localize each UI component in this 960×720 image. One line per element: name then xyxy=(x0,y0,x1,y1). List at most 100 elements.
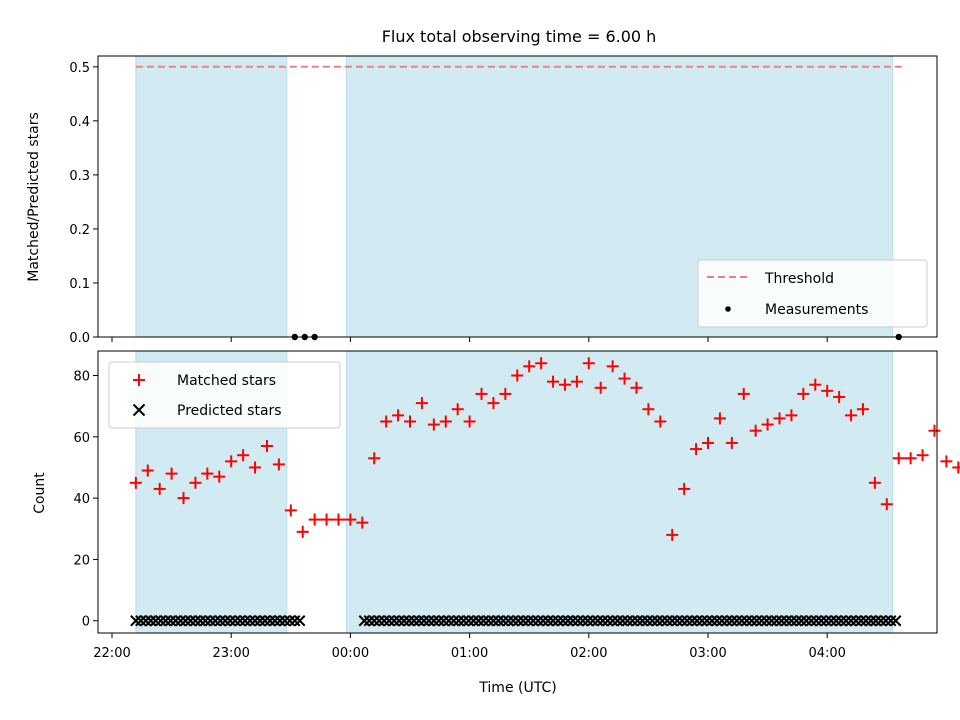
predicted-star-marker xyxy=(140,615,152,627)
predicted-star-marker xyxy=(517,615,529,627)
matched-star-marker xyxy=(427,418,440,431)
predicted-star-marker xyxy=(691,615,703,627)
matched-star-marker xyxy=(904,452,917,465)
matched-star-marker xyxy=(332,513,345,526)
predicted-star-marker xyxy=(631,615,644,627)
predicted-star-marker xyxy=(711,615,723,627)
matched-star-marker xyxy=(320,513,333,526)
legend-bottom: Matched stars Predicted stars xyxy=(108,361,341,429)
predicted-star-marker xyxy=(790,615,803,627)
shaded-span-bottom xyxy=(345,350,894,634)
predicted-star-marker xyxy=(388,615,400,627)
top-panel: 0.0 0.1 0.2 0.3 0.4 0.5 Threshold Measurements xyxy=(69,55,938,346)
predicted-star-marker xyxy=(701,615,713,627)
predicted-star-marker xyxy=(254,615,266,627)
predicted-star-marker xyxy=(368,615,380,627)
y-tick-label-bottom: 60 xyxy=(73,431,90,446)
predicted-star-marker xyxy=(214,615,226,627)
matched-star-marker xyxy=(225,455,238,468)
predicted-star-marker xyxy=(666,615,678,627)
predicted-star-marker xyxy=(522,615,534,627)
predicted-star-marker xyxy=(855,615,867,627)
predicted-star-marker xyxy=(780,615,793,627)
matched-star-marker xyxy=(296,525,309,538)
predicted-star-marker xyxy=(462,615,475,627)
matched-star-marker xyxy=(463,415,476,428)
predicted-star-marker xyxy=(885,615,897,627)
predicted-star-marker xyxy=(870,615,882,627)
predicted-star-marker xyxy=(800,615,813,627)
legend-measurement-label: Measurements xyxy=(765,302,868,318)
matched-star-marker xyxy=(344,513,357,526)
predicted-star-marker xyxy=(393,615,405,627)
predicted-star-marker xyxy=(130,615,142,627)
y-tick-label-top: 0.5 xyxy=(69,61,90,76)
predicted-star-marker xyxy=(527,615,539,627)
matched-star-marker xyxy=(737,387,750,400)
predicted-star-marker xyxy=(373,615,385,627)
predicted-star-marker xyxy=(502,615,515,627)
predicted-star-marker xyxy=(497,615,510,627)
predicted-star-marker xyxy=(745,615,758,627)
predicted-star-marker xyxy=(264,615,276,627)
predicted-star-marker xyxy=(810,615,822,627)
x-axis-label: Time (UTC) xyxy=(478,680,556,696)
predicted-star-marker xyxy=(726,615,738,627)
matched-star-marker xyxy=(213,470,226,483)
predicted-star-marker xyxy=(274,615,286,627)
legend-matched-swatch xyxy=(133,374,145,386)
matched-star-marker xyxy=(356,516,369,529)
legend-matched-label: Matched stars xyxy=(177,373,276,389)
y-tick-label-bottom: 40 xyxy=(73,492,90,507)
predicted-star-marker xyxy=(174,615,187,627)
predicted-star-marker xyxy=(179,615,192,627)
predicted-star-marker xyxy=(621,615,634,627)
matched-star-marker xyxy=(165,467,178,480)
predicted-star-marker xyxy=(259,615,271,627)
matched-star-marker xyxy=(547,375,560,388)
predicted-star-marker xyxy=(795,615,808,627)
legend-predicted-label: Predicted stars xyxy=(177,403,282,419)
matched-star-marker xyxy=(618,372,631,385)
predicted-star-marker xyxy=(750,615,763,627)
predicted-star-marker xyxy=(557,615,569,627)
matched-star-marker xyxy=(928,424,941,437)
predicted-star-marker xyxy=(413,615,425,627)
predicted-star-marker xyxy=(676,615,688,627)
x-tick-label: 03:00 xyxy=(689,646,726,661)
predicted-star-marker xyxy=(596,615,609,627)
predicted-star-marker xyxy=(443,615,455,627)
predicted-star-marker xyxy=(294,615,306,627)
matched-star-marker xyxy=(654,415,667,428)
predicted-star-marker xyxy=(845,615,857,627)
predicted-star-marker xyxy=(681,615,693,627)
predicted-star-marker xyxy=(651,615,664,627)
predicted-star-marker xyxy=(562,615,574,627)
y-tick-label-bottom: 0 xyxy=(82,615,90,630)
matched-star-marker xyxy=(713,412,726,425)
legend-predicted-swatch xyxy=(132,403,146,417)
y-tick-label-bottom: 20 xyxy=(73,553,90,568)
predicted-star-marker xyxy=(194,615,207,627)
matched-star-marker xyxy=(272,458,285,471)
legend-threshold-label: Threshold xyxy=(764,271,834,287)
matched-star-marker xyxy=(475,387,488,400)
predicted-star-marker xyxy=(363,615,375,627)
predicted-star-marker xyxy=(696,615,708,627)
predicted-star-marker xyxy=(169,615,182,627)
predicted-star-marker xyxy=(289,615,301,627)
predicted-star-marker xyxy=(438,615,450,627)
predicted-star-marker xyxy=(686,615,698,627)
matched-star-marker xyxy=(535,357,548,370)
predicted-star-marker xyxy=(249,615,261,627)
y-axis-label-bottom: Count xyxy=(32,472,48,514)
matched-star-marker xyxy=(129,476,142,489)
predicted-star-marker xyxy=(423,615,435,627)
predicted-star-marker xyxy=(785,615,798,627)
matched-star-marker xyxy=(892,452,905,465)
matched-star-marker xyxy=(141,464,154,477)
matched-star-marker xyxy=(606,360,619,373)
matched-star-marker xyxy=(594,381,607,394)
x-tick-label: 22:00 xyxy=(93,646,130,661)
predicted-star-marker xyxy=(770,615,783,627)
